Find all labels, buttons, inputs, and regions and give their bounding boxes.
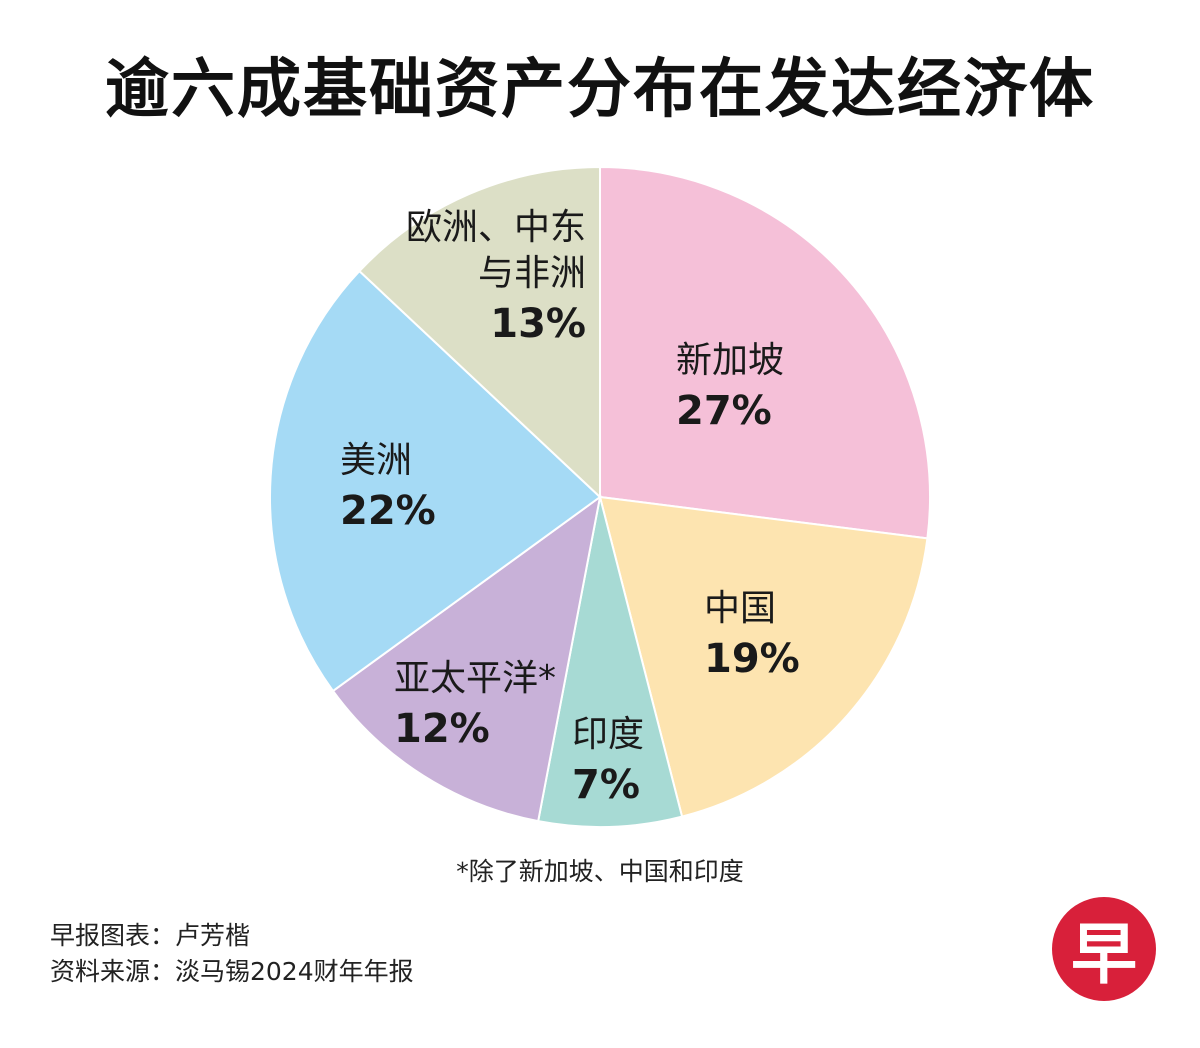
pie-slice — [331, 494, 602, 823]
source-credit: 资料来源：淡马锡2024财年年报 — [50, 957, 414, 986]
slice-label: 新加坡 — [676, 340, 784, 381]
slice-value-label: 22% — [340, 488, 436, 534]
slice-value-label: 13% — [490, 301, 586, 347]
zaobao-logo: 早 — [1052, 897, 1156, 1001]
slice-label: 欧洲、中东 — [406, 207, 586, 248]
logo-text: 早 — [1071, 916, 1137, 993]
slice-label: 亚太平洋* — [394, 658, 556, 699]
pie-slice — [358, 165, 601, 500]
footnote: *除了新加坡、中国和印度 — [456, 857, 744, 886]
credits: 早报图表：卢芳楷 资料来源：淡马锡2024财年年报 — [50, 918, 414, 990]
slice-label: 美洲 — [340, 440, 412, 481]
pie-slice — [269, 269, 602, 693]
pie-slice — [599, 165, 931, 540]
pie-slice — [598, 495, 929, 818]
chart-title: 逾六成基础资产分布在发达经济体 — [105, 53, 1095, 127]
slice-value-label: 7% — [572, 762, 640, 808]
pie-slice — [536, 496, 684, 828]
slice-label: 印度 — [572, 714, 644, 755]
graphic-credit: 早报图表：卢芳楷 — [50, 921, 251, 950]
slice-label: 中国 — [704, 588, 776, 629]
slice-value-label: 27% — [676, 388, 772, 434]
slice-value-label: 19% — [704, 636, 800, 682]
slice-value-label: 12% — [394, 706, 490, 752]
slice-label: 与非洲 — [478, 253, 586, 294]
